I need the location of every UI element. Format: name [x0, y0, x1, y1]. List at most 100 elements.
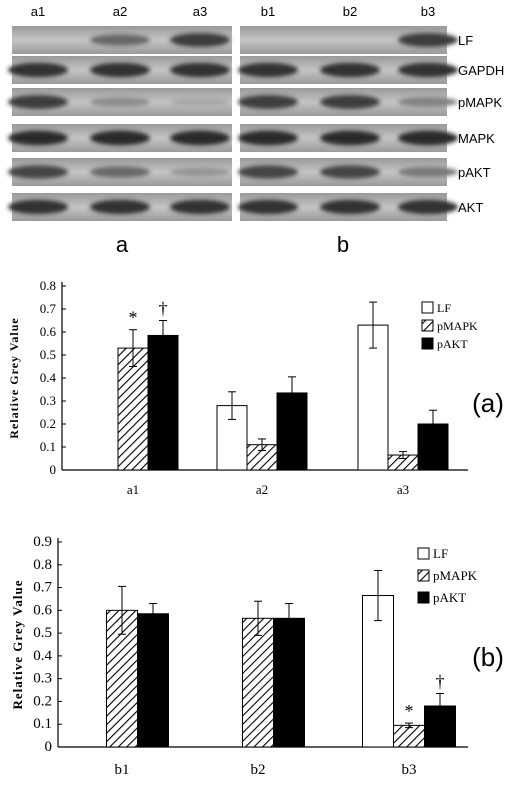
- y-tick-label: 0.5: [40, 347, 56, 362]
- bar-pakt-a1: [147, 334, 179, 471]
- blot-band: [238, 62, 298, 78]
- y-tick-label: 0.7: [40, 301, 57, 316]
- protein-row-label: pAKT: [458, 165, 491, 180]
- blot-band: [320, 165, 380, 179]
- blot-band: [170, 130, 230, 146]
- y-tick-label: 0.8: [33, 557, 52, 573]
- blot-band: [170, 199, 230, 215]
- blot-band: [320, 199, 380, 215]
- blot-band: [170, 167, 230, 177]
- y-tick-label: 0.4: [33, 648, 52, 664]
- legend-swatch-pakt: [417, 591, 430, 604]
- blot-band: [320, 62, 380, 78]
- protein-row-label: LF: [458, 33, 473, 48]
- blot-band: [90, 34, 150, 46]
- blot-band: [238, 130, 298, 146]
- lane-label: b2: [343, 4, 357, 19]
- lane-label: b1: [261, 4, 275, 19]
- blot-band: [90, 199, 150, 215]
- blot-band: [90, 62, 150, 78]
- lane-label: a2: [113, 4, 127, 19]
- y-tick-label: 0.1: [40, 439, 56, 454]
- panel-label: (b): [472, 642, 504, 672]
- blot-band: [398, 166, 458, 178]
- panel-label: (a): [472, 388, 504, 418]
- blot-band: [398, 62, 458, 78]
- blot-band: [8, 62, 68, 78]
- x-category-label: a1: [127, 482, 139, 497]
- y-tick-label: 0.6: [33, 602, 52, 618]
- bar-lf-a3: [357, 324, 389, 471]
- legend-label: LF: [437, 301, 451, 315]
- blot-band: [398, 33, 458, 47]
- y-tick-label: 0.8: [40, 278, 56, 293]
- x-category-label: a3: [397, 482, 409, 497]
- y-tick-label: 0.6: [40, 324, 57, 339]
- protein-row-label: AKT: [458, 200, 483, 215]
- bar-pmapk-b3: [393, 724, 425, 748]
- lane-label: a1: [31, 4, 45, 19]
- y-tick-label: 0: [45, 739, 53, 755]
- legend-swatch-lf: [421, 301, 434, 314]
- blot-band: [8, 165, 68, 179]
- y-tick-label: 0.2: [40, 416, 56, 431]
- lane-label: b3: [421, 4, 435, 19]
- blot-band: [398, 199, 458, 215]
- blot-band: [8, 130, 68, 146]
- blot-band: [8, 95, 68, 109]
- legend-label: pAKT: [437, 337, 468, 351]
- y-tick-label: 0.7: [33, 580, 52, 596]
- blot-band: [398, 130, 458, 146]
- bar-pakt-b2: [273, 617, 305, 748]
- panel-group-label: b: [337, 232, 349, 257]
- y-tick-label: 0.4: [40, 370, 57, 385]
- y-tick-label: 0.5: [33, 625, 52, 641]
- bar-pmapk-b2: [242, 617, 274, 748]
- legend-swatch-lf: [417, 547, 430, 560]
- y-axis-label: Relative Grey Value: [10, 580, 25, 710]
- blot-band: [238, 165, 298, 179]
- blot-band: [320, 130, 380, 146]
- bar-pakt-a3: [417, 423, 449, 471]
- significance-marker: *: [405, 701, 414, 721]
- significance-marker: †: [159, 299, 168, 319]
- y-tick-label: 0.3: [33, 671, 52, 687]
- y-tick-label: 0.2: [33, 693, 52, 709]
- blot-band: [238, 95, 298, 109]
- blot-band: [320, 95, 380, 109]
- significance-marker: *: [129, 308, 138, 328]
- legend-swatch-pmapk: [421, 319, 434, 332]
- legend-label: pAKT: [433, 590, 466, 605]
- protein-row-label: pMAPK: [458, 95, 502, 110]
- x-category-label: b2: [251, 762, 266, 778]
- y-axis-label: Relative Grey Value: [7, 317, 21, 438]
- significance-marker: †: [436, 671, 445, 691]
- y-tick-label: 0.9: [33, 534, 52, 550]
- x-category-label: a2: [256, 482, 268, 497]
- y-tick-label: 0: [50, 462, 57, 477]
- blot-band: [170, 62, 230, 78]
- legend-label: LF: [433, 546, 448, 561]
- lane-label: a3: [193, 4, 207, 19]
- protein-row-label: MAPK: [458, 131, 495, 146]
- x-category-label: b3: [402, 762, 417, 778]
- blot-band: [398, 97, 458, 107]
- blot-band: [8, 199, 68, 215]
- y-tick-label: 0.1: [33, 716, 52, 732]
- y-tick-label: 0.3: [40, 393, 56, 408]
- blot-band: [170, 33, 230, 47]
- legend-swatch-pmapk: [417, 569, 430, 582]
- protein-row-label: GAPDH: [458, 63, 504, 78]
- panel-group-label: a: [116, 232, 129, 257]
- blot-band: [170, 98, 230, 106]
- blot-band: [90, 130, 150, 146]
- western-blot-figure: a1 a2 a3 a b1 b2 b3 b LF GAPDH pMAPK MAPK pAKT AKT: [8, 4, 504, 257]
- blot-band: [90, 97, 150, 107]
- bar-chart-b: 0 0.1 0.2 0.3 0.4 0.5 0.6 0.7 0.8 0.9 Relative Gre…: [10, 534, 504, 778]
- legend-swatch-pakt: [421, 337, 434, 350]
- blot-band: [238, 199, 298, 215]
- blot-band: [90, 166, 150, 178]
- x-category-label: b1: [115, 762, 130, 778]
- legend-label: pMAPK: [433, 568, 478, 583]
- bar-pakt-b1: [137, 613, 169, 748]
